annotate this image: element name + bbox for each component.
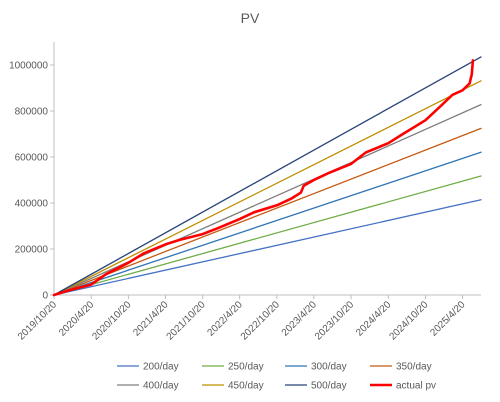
axes: 0 200000 400000 600000 800000 1000000 2019/10/… — [9, 42, 481, 343]
series-line-actual-pv — [52, 59, 475, 297]
legend-label: 350/day — [396, 362, 432, 373]
series-line-500-day — [53, 56, 482, 296]
x-tick-label: 2020/10/20 — [90, 299, 133, 342]
legend-label: 200/day — [143, 362, 179, 373]
series-line-400-day — [53, 103, 482, 296]
y-tick-label: 400000 — [15, 199, 49, 210]
series-line-450-day — [53, 80, 482, 296]
x-tick-label: 2023/4/20 — [280, 299, 320, 339]
y-tick-label: 200000 — [15, 245, 49, 256]
series-line-350-day — [53, 127, 482, 296]
legend: 200/day 250/day 300/day 350/day 400/day 450/d… — [117, 362, 436, 392]
chart-title: PV — [240, 10, 260, 26]
x-tick-label: 2024/10/20 — [387, 299, 430, 342]
legend-label: actual pv — [396, 381, 436, 392]
x-tick-label: 2021/10/20 — [165, 299, 208, 342]
y-tick-label: 0 — [42, 291, 48, 302]
legend-label: 450/day — [228, 381, 264, 392]
x-tick-label: 2022/4/20 — [206, 299, 246, 339]
x-tick-label: 2025/4/20 — [428, 299, 468, 339]
x-tick-label: 2023/10/20 — [313, 299, 356, 342]
x-tick-label: 2020/4/20 — [57, 299, 97, 339]
legend-label: 400/day — [143, 381, 179, 392]
y-tick-label: 600000 — [15, 153, 49, 164]
legend-label: 500/day — [311, 381, 347, 392]
series-line-300-day — [53, 151, 482, 296]
legend-label: 250/day — [228, 362, 264, 373]
y-tick-label: 1000000 — [9, 61, 48, 72]
series-line-200-day — [53, 199, 482, 296]
y-tick-label: 800000 — [15, 107, 49, 118]
x-tick-label: 2022/10/20 — [239, 299, 282, 342]
x-tick-label: 2019/10/20 — [16, 299, 59, 342]
x-tick-label: 2021/4/20 — [131, 299, 171, 339]
series-layer — [52, 56, 482, 297]
series-line-250-day — [53, 175, 482, 296]
legend-label: 300/day — [311, 362, 347, 373]
x-tick-label: 2024/4/20 — [354, 299, 394, 339]
